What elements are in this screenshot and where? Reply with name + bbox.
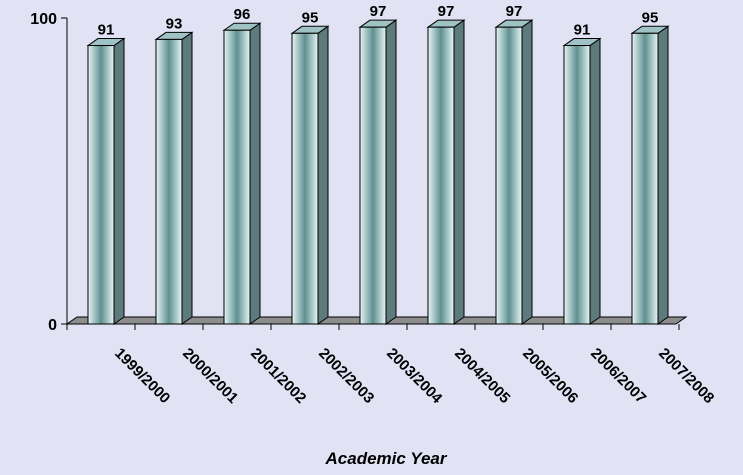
- bar: [290, 25, 330, 325]
- data-label: 93: [166, 15, 183, 32]
- data-label: 95: [302, 9, 319, 26]
- bar-front: [427, 26, 455, 325]
- data-label: 97: [506, 3, 523, 20]
- bar: [86, 37, 126, 325]
- bar-side: [113, 37, 125, 325]
- bar-side: [657, 25, 669, 325]
- y-tick-label: 100: [30, 11, 57, 28]
- bar-side: [317, 25, 329, 325]
- data-label: 91: [98, 22, 115, 39]
- bar-front: [495, 26, 523, 325]
- data-label: 91: [574, 22, 591, 39]
- bar-front: [563, 45, 591, 325]
- data-label: 96: [234, 6, 251, 23]
- bar: [562, 37, 602, 325]
- bar-side: [181, 31, 193, 325]
- bar-front: [291, 32, 319, 325]
- bar-side: [249, 22, 261, 325]
- bar-front: [223, 29, 251, 325]
- bar-front: [155, 38, 183, 325]
- y-tick-label: 0: [48, 317, 57, 334]
- bar-side: [589, 37, 601, 325]
- data-label: 97: [370, 3, 387, 20]
- bar: [630, 25, 670, 325]
- bar-side: [521, 19, 533, 325]
- bar: [358, 19, 398, 325]
- bar-front: [359, 26, 387, 325]
- data-label: 97: [438, 3, 455, 20]
- bars-layer: [86, 19, 670, 325]
- bar: [154, 31, 194, 325]
- x-axis-title: Academic Year: [325, 449, 448, 468]
- bar: [494, 19, 534, 325]
- bar: [222, 22, 262, 325]
- data-label: 95: [642, 9, 659, 26]
- bar-front: [631, 32, 659, 325]
- bar: [426, 19, 466, 325]
- bar-front: [87, 45, 115, 325]
- bar-side: [453, 19, 465, 325]
- bar-side: [385, 19, 397, 325]
